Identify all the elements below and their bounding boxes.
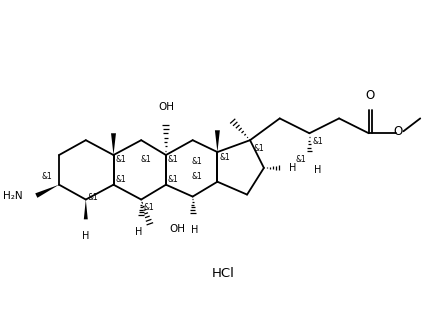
Text: &1: &1 (115, 155, 126, 165)
Text: &1: &1 (192, 172, 202, 181)
Text: H: H (82, 231, 89, 241)
Text: H: H (314, 165, 321, 175)
Text: &1: &1 (219, 153, 230, 161)
Text: &1: &1 (168, 155, 179, 165)
Text: &1: &1 (253, 143, 264, 153)
Text: &1: &1 (296, 155, 306, 165)
Text: &1: &1 (143, 203, 154, 212)
Text: &1: &1 (168, 175, 179, 184)
Text: H: H (191, 225, 198, 235)
Text: &1: &1 (88, 193, 99, 202)
Text: H: H (134, 227, 142, 237)
Text: OH: OH (169, 224, 185, 234)
Polygon shape (215, 130, 220, 152)
Text: HCl: HCl (212, 267, 235, 280)
Polygon shape (111, 133, 116, 155)
Text: H: H (289, 163, 296, 173)
Polygon shape (35, 185, 59, 198)
Text: &1: &1 (115, 175, 126, 184)
Text: O: O (365, 89, 374, 102)
Text: &1: &1 (312, 137, 323, 146)
Text: &1: &1 (41, 172, 52, 181)
Text: &1: &1 (192, 157, 202, 166)
Polygon shape (84, 199, 88, 219)
Text: &1: &1 (141, 155, 151, 165)
Text: OH: OH (158, 102, 174, 112)
Text: O: O (394, 125, 403, 138)
Text: H₂N: H₂N (3, 191, 23, 201)
